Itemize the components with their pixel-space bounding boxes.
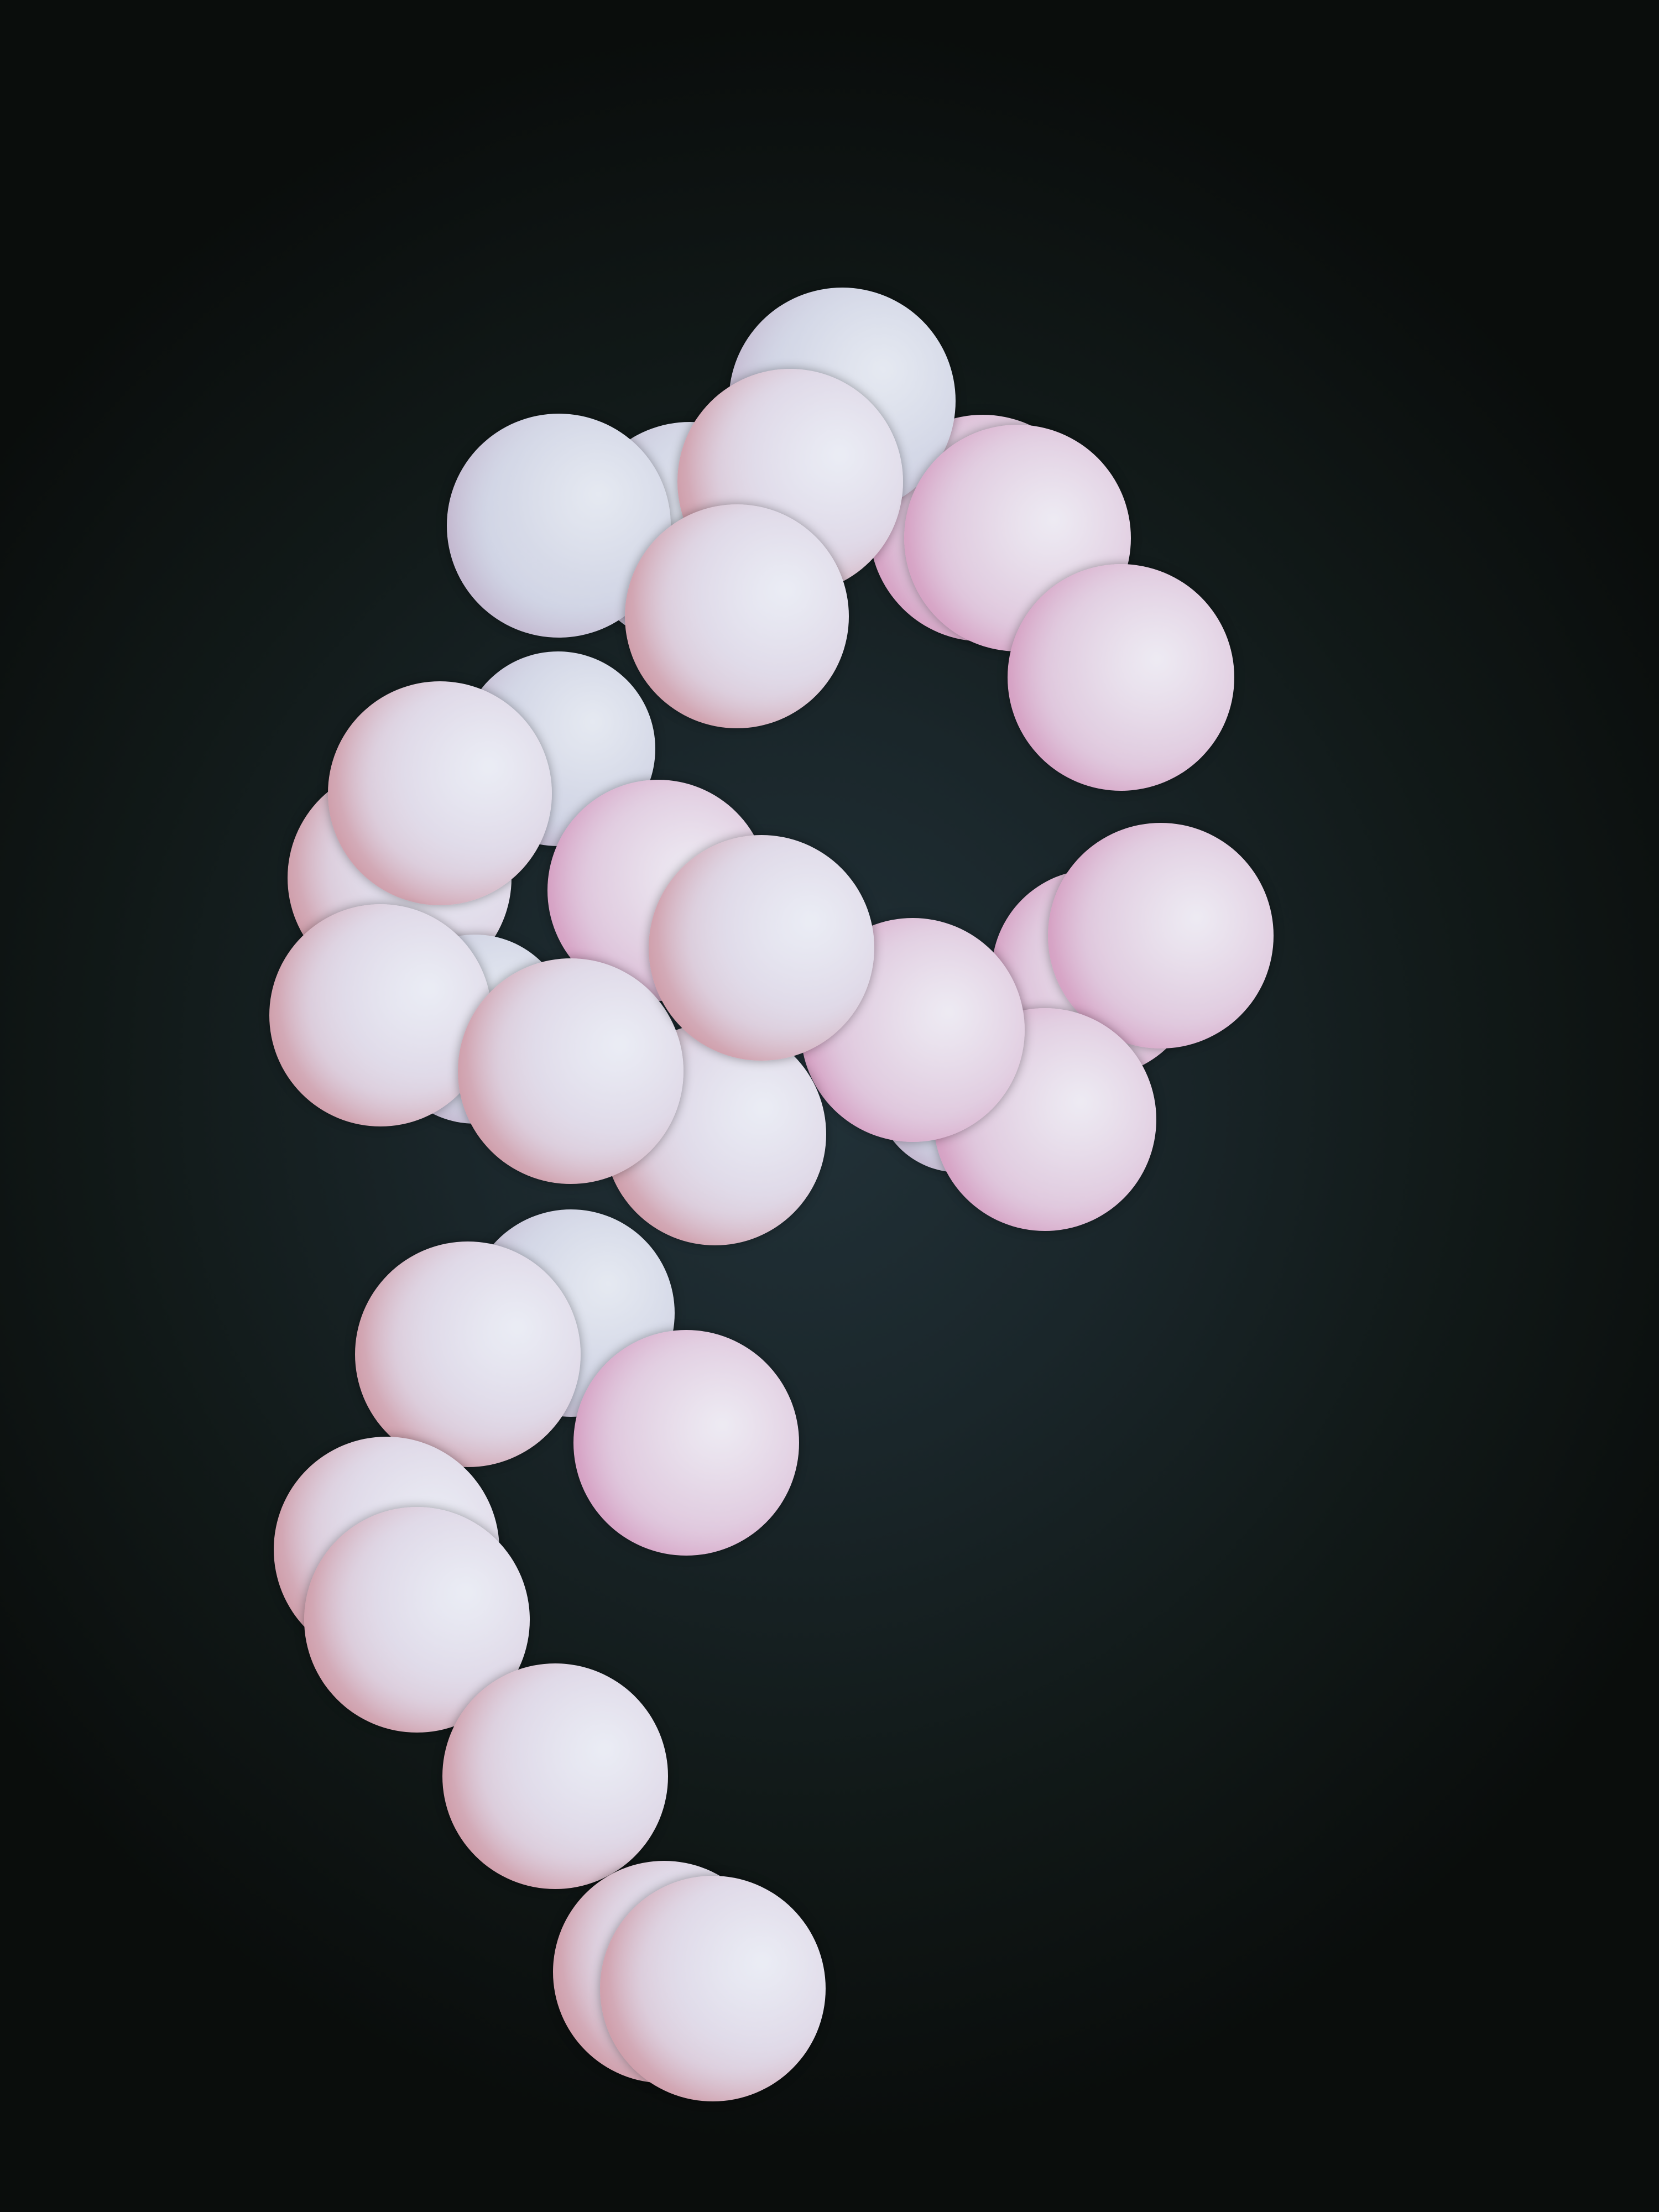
sphere	[458, 958, 684, 1184]
sphere	[328, 681, 552, 905]
sphere	[573, 1330, 799, 1556]
sphere	[649, 835, 874, 1061]
sphere	[625, 504, 849, 728]
sphere	[269, 904, 492, 1126]
sphere	[442, 1663, 668, 1889]
sphere	[355, 1241, 581, 1467]
sphere	[1048, 823, 1274, 1048]
sphere	[600, 1876, 826, 2101]
sphere	[1008, 564, 1234, 791]
